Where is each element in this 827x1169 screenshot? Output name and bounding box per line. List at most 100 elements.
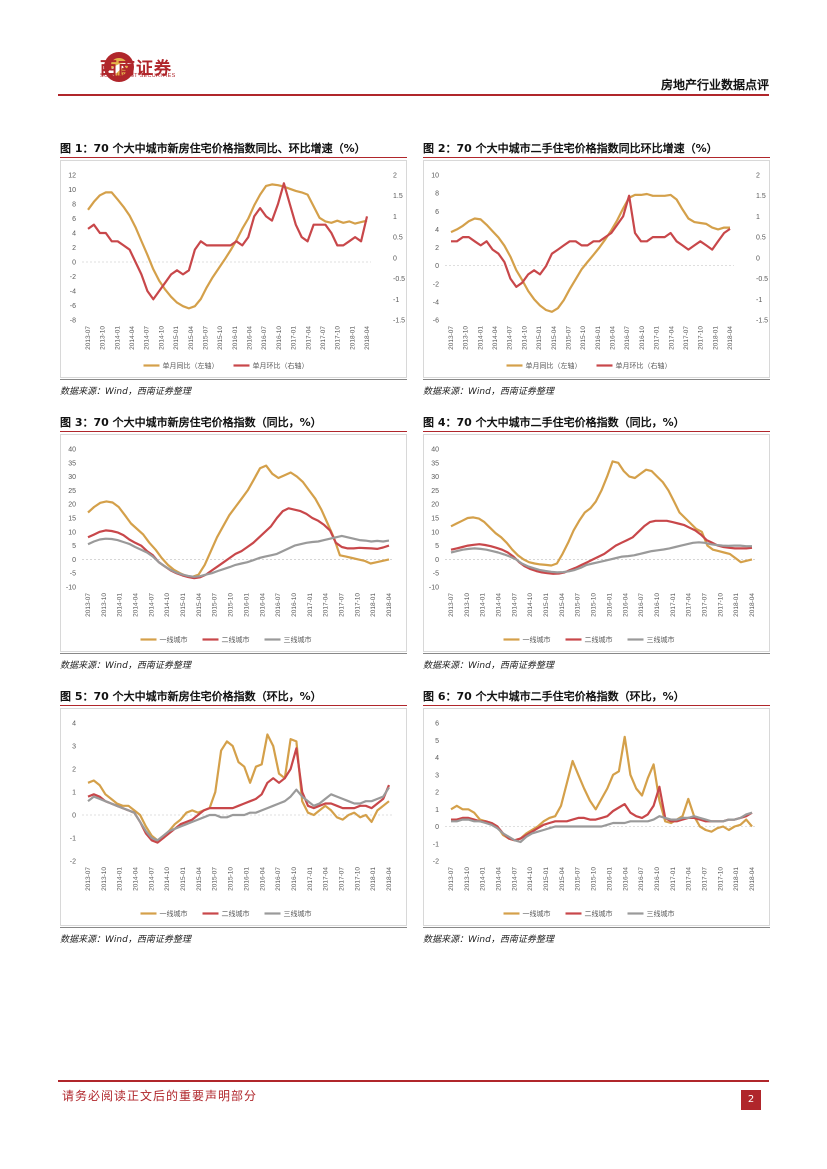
figure-title-rule [60, 705, 407, 707]
series-line-red [450, 519, 753, 575]
figure-title: 图 1：70 个大中城市新房住宅价格指数同比、环比增速（%） [60, 142, 366, 155]
company-logo-icon [104, 52, 134, 82]
x-tick-label: 2015-10 [228, 593, 235, 617]
x-tick-label: 2013-10 [101, 593, 108, 617]
y-tick-label: -1 [433, 841, 439, 848]
y-tick-label: 40 [68, 447, 76, 454]
x-tick-label: 2017-10 [717, 593, 724, 617]
y2-tick-label: 2 [756, 173, 760, 180]
x-tick-label: 2014-07 [148, 867, 155, 891]
x-tick-label: 2015-04 [551, 326, 558, 350]
y-tick-label: 6 [435, 209, 439, 216]
figure-bottom-rule [423, 653, 770, 654]
x-tick-label: 2018-04 [749, 593, 756, 617]
chart-figure-1: -8 -6 -4 -2 0 2 4 6 8 10 12 -1.5 -1 -0.5 0 0.5 1 1.5 2 2013… [60, 160, 407, 378]
y-tick-label: 0 [435, 824, 439, 831]
x-tick-label: 2015-07 [575, 867, 582, 891]
series-line-red [87, 182, 369, 301]
y2-tick-label: 2 [393, 173, 397, 180]
x-tick-label: 2017-10 [717, 867, 724, 891]
figure-source: 数据来源：Wind，西南证券整理 [60, 387, 191, 397]
y-tick-label: 2 [435, 245, 439, 252]
y-tick-label: 15 [68, 516, 76, 523]
x-tick-label: 2014-01 [477, 326, 484, 350]
page-number: 2 [741, 1090, 761, 1110]
y2-tick-label: 1.5 [756, 193, 766, 200]
x-tick-label: 2016-10 [654, 867, 661, 891]
chart-figure-6: -2 -1 0 1 2 3 4 5 6 2013-07 2013-10 2014-01 2014-04 2… [423, 708, 770, 926]
page-header: 西南证券 SOUTHWEST SECURITIES 房地产行业数据点评 [0, 0, 827, 100]
y-tick-label: 8 [72, 202, 76, 209]
x-tick-label: 2016-10 [639, 326, 646, 350]
series-line-gray [87, 534, 390, 578]
x-tick-label: 2014-10 [527, 867, 534, 891]
series-line-red [451, 194, 731, 289]
x-tick-label: 2015-01 [543, 593, 550, 617]
chart-figure-2: -6 -4 -2 0 2 4 6 8 10 -1.5 -1 -0.5 0 0.5 1 1.5 2 2013-07 2… [423, 160, 770, 378]
x-tick-label: 2014-07 [144, 326, 151, 350]
y-tick-label: 25 [431, 488, 439, 495]
x-tick-label: 2013-07 [85, 867, 92, 891]
x-tick-label: 2013-07 [85, 593, 92, 617]
x-tick-label: 2013-07 [448, 867, 455, 891]
x-tick-label: 2018-01 [349, 326, 356, 350]
x-tick-label: 2016-07 [624, 326, 631, 350]
legend-label: 单月同比（左轴） [163, 361, 219, 370]
x-tick-label: 2018-04 [727, 326, 734, 350]
x-tick-label: 2017-01 [654, 326, 661, 350]
chart-frame [60, 160, 407, 378]
x-tick-label: 2014-10 [527, 593, 534, 617]
y-tick-label: 30 [431, 474, 439, 481]
x-tick-label: 2018-01 [733, 593, 740, 617]
y-tick-label: 0 [72, 813, 76, 820]
x-tick-label: 2014-04 [496, 593, 503, 617]
y-tick-label: 4 [435, 227, 439, 234]
series-line-gold [450, 460, 753, 567]
y-tick-label: -8 [70, 318, 76, 325]
x-tick-label: 2015-10 [591, 867, 598, 891]
y-tick-label: 0 [72, 557, 76, 564]
x-tick-label: 2015-07 [212, 593, 219, 617]
chart-frame [423, 708, 770, 926]
y2-tick-label: -1.5 [393, 318, 405, 325]
figure-source: 数据来源：Wind，西南证券整理 [423, 935, 554, 945]
x-tick-label: 2017-07 [701, 593, 708, 617]
legend-label: 二线城市 [222, 635, 250, 644]
x-tick-label: 2018-01 [370, 593, 377, 617]
legend-label: 二线城市 [585, 909, 613, 918]
x-tick-label: 2013-07 [448, 326, 455, 350]
figure-title: 图 2：70 个大中城市二手住宅价格指数同比环比增速（%） [423, 142, 718, 155]
y-tick-label: 40 [431, 447, 439, 454]
x-tick-label: 2016-04 [610, 326, 617, 350]
y2-tick-label: -0.5 [393, 276, 405, 283]
figure-title-rule [60, 431, 407, 433]
y-tick-label: 12 [68, 173, 76, 180]
x-tick-label: 2017-04 [686, 867, 693, 891]
x-tick-label: 2014-10 [164, 867, 171, 891]
y-tick-label: 15 [431, 516, 439, 523]
legend-label: 三线城市 [284, 909, 312, 918]
y2-tick-label: -1 [756, 297, 762, 304]
series-line-gold [87, 733, 390, 842]
y-tick-label: 4 [72, 721, 76, 728]
x-tick-label: 2015-04 [188, 326, 195, 350]
y-tick-label: -2 [433, 281, 439, 288]
y-tick-label: 30 [68, 474, 76, 481]
legend-label: 三线城市 [647, 909, 675, 918]
chart-frame [60, 708, 407, 926]
y2-tick-label: -1 [393, 297, 399, 304]
x-tick-label: 2013-07 [448, 593, 455, 617]
x-tick-label: 2015-10 [217, 326, 224, 350]
chart-frame [423, 434, 770, 652]
figure-source: 数据来源：Wind，西南证券整理 [60, 935, 191, 945]
y-tick-label: 20 [68, 502, 76, 509]
x-tick-label: 2018-01 [712, 326, 719, 350]
x-tick-label: 2016-07 [261, 326, 268, 350]
figure-bottom-rule [60, 653, 407, 654]
figure-bottom-rule [60, 379, 407, 380]
x-tick-label: 2013-10 [463, 326, 470, 350]
x-tick-label: 2018-04 [386, 867, 393, 891]
x-tick-label: 2014-10 [158, 326, 165, 350]
legend-label: 单月环比（右轴） [253, 361, 309, 370]
y-tick-label: -1 [70, 836, 76, 843]
